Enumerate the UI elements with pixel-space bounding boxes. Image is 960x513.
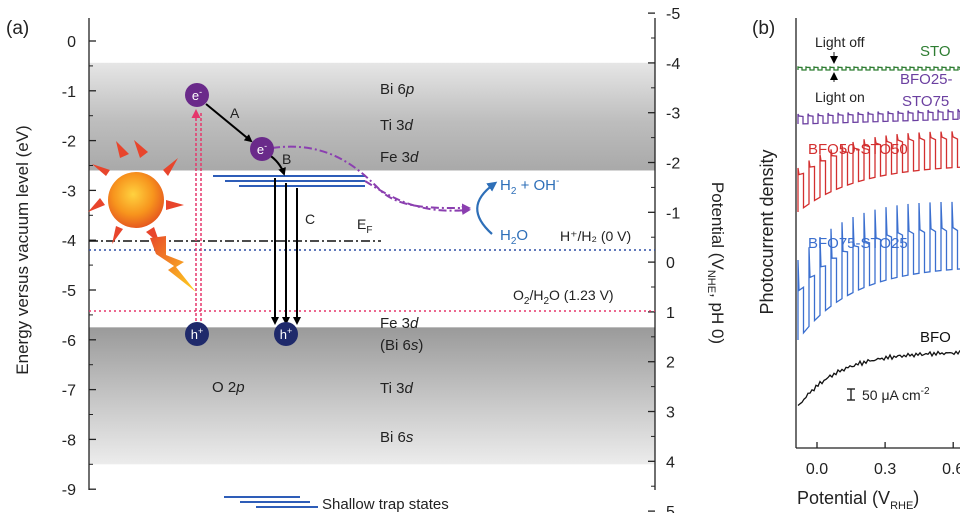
series-label-bfo50: BFO50-STO50 bbox=[808, 141, 908, 158]
cb-level-3: Fe 3d bbox=[380, 149, 419, 166]
right-tick-label: 3 bbox=[666, 405, 675, 422]
left-axis-label: Energy versus vacuum level (eV) bbox=[13, 125, 32, 374]
valence-band bbox=[89, 327, 655, 465]
trap-transfer-arrow bbox=[364, 180, 471, 215]
o2-redox-label: O2/H2O (1.23 V) bbox=[513, 287, 614, 307]
trap-legend-symbol bbox=[224, 496, 318, 508]
h2-redox-label: H⁺/H₂ (0 V) bbox=[560, 228, 631, 244]
panel-b-x-label: Potential (VRHE) bbox=[797, 488, 919, 512]
left-tick-label: -3 bbox=[62, 183, 76, 200]
cb-transfer-arrow bbox=[271, 145, 471, 213]
left-tick-label: -9 bbox=[62, 482, 76, 499]
left-tick-label: 0 bbox=[67, 34, 76, 51]
left-tick-label: -7 bbox=[62, 383, 76, 400]
svg-text:h+: h+ bbox=[280, 326, 293, 342]
right-axis-label: Potential (VNHE, pH 0) bbox=[705, 182, 727, 344]
vb-level-1: Fe 3d bbox=[380, 315, 419, 332]
right-tick-label: -3 bbox=[666, 106, 680, 123]
scale-bar bbox=[847, 388, 855, 401]
electron-1: e- bbox=[185, 83, 209, 107]
left-tick-label: -4 bbox=[62, 233, 76, 250]
vb-level-2: (Bi 6s) bbox=[380, 337, 423, 354]
panel-a-label: (a) bbox=[6, 18, 29, 39]
panel-b-label: (b) bbox=[752, 18, 775, 39]
left-tick-label: -1 bbox=[62, 84, 76, 101]
right-tick-label: -5 bbox=[666, 6, 680, 23]
series-label-bfo: BFO bbox=[920, 329, 951, 346]
reactant-label: H2O bbox=[500, 227, 528, 247]
trap-states bbox=[213, 175, 365, 187]
right-tick-label: 0 bbox=[666, 255, 675, 272]
electron-2: e- bbox=[250, 137, 274, 161]
transition-a-label: A bbox=[230, 105, 240, 121]
series-curve-sto bbox=[797, 66, 960, 71]
light-on-label: Light on bbox=[815, 89, 865, 105]
panel-b-x-tick-label: 0.6 bbox=[942, 461, 960, 478]
svg-text:h+: h+ bbox=[191, 326, 204, 342]
scale-bar-label: 50 μA cm-2 bbox=[862, 386, 930, 403]
series-curve-bfo bbox=[797, 350, 960, 406]
left-tick-label: -5 bbox=[62, 283, 76, 300]
transition-c-label: C bbox=[305, 211, 315, 227]
series-curve-bfo75 bbox=[797, 201, 960, 340]
right-tick-label: 1 bbox=[666, 305, 675, 322]
panel-b-x-tick-label: 0.0 bbox=[806, 461, 828, 478]
reaction-arrow bbox=[476, 181, 498, 235]
right-tick-label: 4 bbox=[666, 454, 675, 471]
vb-center-label: O 2p bbox=[212, 379, 245, 396]
series-label-sto75: STO75 bbox=[902, 93, 949, 110]
transition-a-arrow bbox=[205, 103, 253, 143]
vb-level-3: Ti 3d bbox=[380, 380, 413, 397]
series-label-bfo75: BFO75-STO25 bbox=[808, 235, 908, 252]
right-axis-ticks: -5 -4 -3 -2 -1 0 1 2 3 4 5 bbox=[648, 6, 680, 513]
right-tick-label: -4 bbox=[666, 56, 680, 73]
panel-b-x-ticks: 0.0 0.3 0.6 bbox=[806, 442, 960, 478]
sun-icon bbox=[88, 140, 184, 244]
series-label-sto: STO bbox=[920, 43, 951, 60]
transition-c-arrows bbox=[271, 178, 301, 325]
right-tick-label: -2 bbox=[666, 156, 680, 173]
left-tick-label: -6 bbox=[62, 333, 76, 350]
left-tick-label: -2 bbox=[62, 134, 76, 151]
transition-b-label: B bbox=[282, 151, 291, 167]
svg-text:e-: e- bbox=[257, 141, 267, 157]
lightning-icon bbox=[150, 236, 196, 292]
right-tick-label: 5 bbox=[666, 504, 675, 513]
hole-2: h+ bbox=[274, 322, 298, 346]
cb-level-2: Ti 3d bbox=[380, 117, 413, 134]
light-off-label: Light off bbox=[815, 34, 865, 50]
series-curve-bfo25 bbox=[797, 108, 960, 125]
left-tick-label: -8 bbox=[62, 432, 76, 449]
series-label-bfo25: BFO25- bbox=[900, 71, 953, 88]
right-tick-label: 2 bbox=[666, 355, 675, 372]
panel-b-y-label: Photocurrent density bbox=[757, 149, 777, 314]
hole-1: h+ bbox=[185, 322, 209, 346]
trap-legend-label: Shallow trap states bbox=[322, 496, 449, 513]
fermi-label: EF bbox=[357, 216, 372, 236]
vb-level-4: Bi 6s bbox=[380, 429, 414, 446]
conduction-band bbox=[89, 62, 655, 171]
series-curve-bfo50 bbox=[797, 131, 960, 212]
product-label: H2 + OH- bbox=[500, 176, 559, 197]
right-tick-label: -1 bbox=[666, 205, 680, 222]
left-axis-ticks: 0 -1 -2 -3 -4 -5 -6 -7 -8 -9 bbox=[62, 34, 96, 499]
cb-level-1: Bi 6p bbox=[380, 81, 414, 98]
panel-b-x-tick-label: 0.3 bbox=[874, 461, 896, 478]
svg-text:e-: e- bbox=[192, 87, 202, 103]
